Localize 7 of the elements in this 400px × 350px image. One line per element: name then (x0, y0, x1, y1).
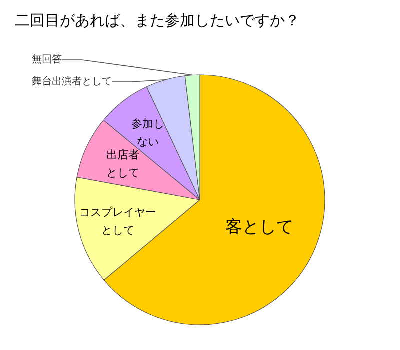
slice-label: 参加しない (131, 117, 164, 148)
slice-label: 出店者として (106, 148, 140, 180)
slice-label: 客として (225, 218, 294, 238)
chart-title: 二回目があれば、また参加したいですか？ (15, 12, 300, 30)
slice-label: 無回答 (32, 54, 62, 66)
slice-label: 舞台出演者として (32, 76, 112, 88)
slice-label: コスプレイヤーとして (79, 206, 156, 238)
